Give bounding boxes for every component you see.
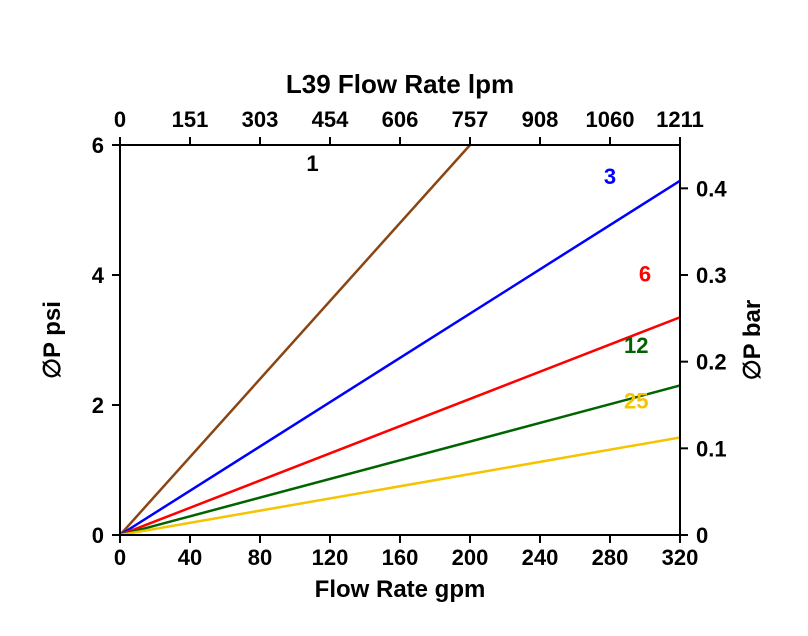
x-top-tick-label: 1060: [586, 107, 635, 132]
y-right-tick-label: 0.3: [696, 263, 727, 288]
x-bottom-tick-label: 80: [248, 545, 272, 570]
x-bottom-tick-label: 0: [114, 545, 126, 570]
series-label-12: 12: [624, 333, 648, 358]
x-top-tick-label: 151: [172, 107, 209, 132]
x-top-tick-label: 454: [312, 107, 349, 132]
x-bottom-tick-label: 320: [662, 545, 699, 570]
y-left-title: ∅P psi: [39, 301, 66, 379]
x-top-tick-label: 303: [242, 107, 279, 132]
series-label-25: 25: [624, 388, 648, 413]
x-top-tick-label: 606: [382, 107, 419, 132]
x-bottom-title: Flow Rate gpm: [315, 576, 486, 603]
series-label-3: 3: [604, 164, 616, 189]
y-left-tick-label: 0: [92, 523, 104, 548]
x-bottom-tick-label: 160: [382, 545, 419, 570]
x-bottom-tick-label: 40: [178, 545, 202, 570]
series-label-6: 6: [639, 262, 651, 287]
x-top-tick-label: 1211: [656, 107, 704, 132]
flow-rate-chart: 04080120160200240280320Flow Rate gpm0151…: [0, 0, 808, 636]
x-top-tick-label: 757: [452, 107, 489, 132]
top-title: L39 Flow Rate lpm: [286, 69, 514, 99]
y-right-title: ∅P bar: [739, 300, 766, 381]
x-top-tick-label: 0: [114, 107, 126, 132]
x-top-tick-label: 908: [522, 107, 559, 132]
x-bottom-tick-label: 120: [312, 545, 349, 570]
y-right-tick-label: 0.4: [696, 176, 727, 201]
y-left-tick-label: 2: [92, 393, 104, 418]
y-right-tick-label: 0.1: [696, 436, 727, 461]
series-label-1: 1: [306, 151, 318, 176]
x-bottom-tick-label: 200: [452, 545, 489, 570]
y-right-tick-label: 0.2: [696, 350, 727, 375]
y-left-tick-label: 4: [92, 263, 105, 288]
y-right-tick-label: 0: [696, 523, 708, 548]
x-bottom-tick-label: 280: [592, 545, 629, 570]
chart-container: 04080120160200240280320Flow Rate gpm0151…: [0, 0, 808, 636]
y-left-tick-label: 6: [92, 133, 104, 158]
x-bottom-tick-label: 240: [522, 545, 559, 570]
